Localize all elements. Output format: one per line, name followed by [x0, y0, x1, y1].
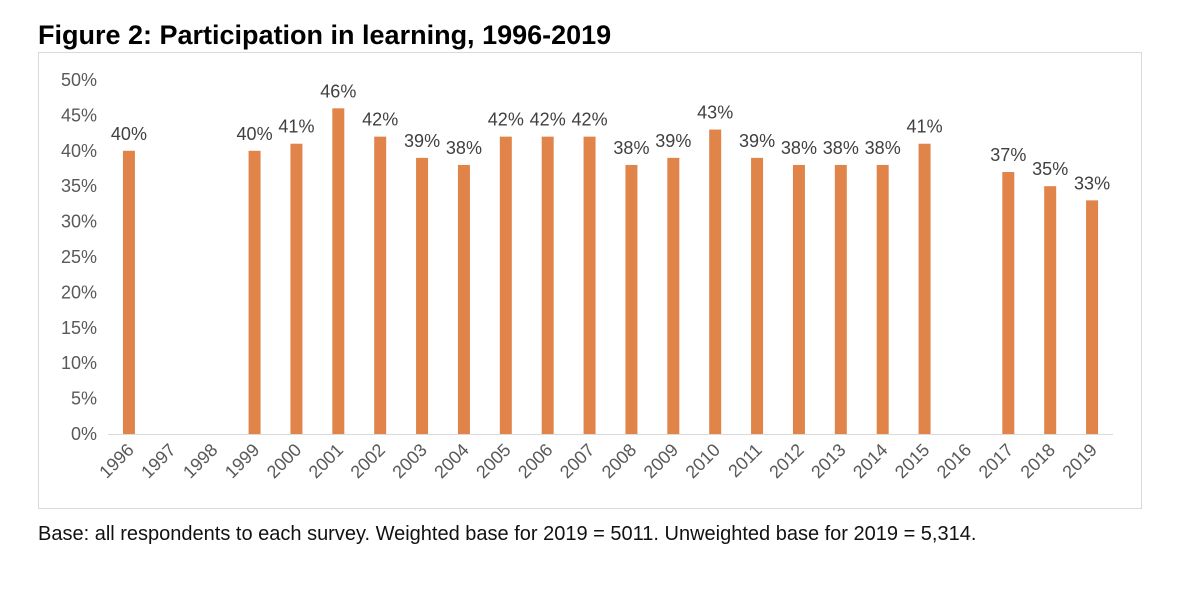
x-tick-label: 2010 [682, 440, 724, 482]
bar [751, 157, 764, 434]
x-tick-label: 2001 [305, 440, 347, 482]
x-tick-label: 2016 [933, 440, 975, 482]
x-tick-label: 2017 [975, 440, 1017, 482]
bar [625, 164, 638, 434]
x-tick-label: 2011 [724, 440, 766, 482]
bar [332, 108, 345, 434]
x-tick-label: 1999 [221, 440, 263, 482]
y-tick-label: 40% [61, 141, 97, 161]
y-tick-label: 5% [71, 389, 97, 409]
y-tick-label: 10% [61, 353, 97, 373]
x-tick-label: 2008 [598, 440, 640, 482]
x-tick-label: 2015 [891, 440, 933, 482]
figure-caption: Base: all respondents to each survey. We… [38, 523, 977, 545]
bar [541, 136, 554, 434]
x-tick-label: 2018 [1017, 440, 1059, 482]
data-label: 35% [1032, 159, 1068, 179]
data-label: 46% [320, 81, 356, 101]
bar [667, 157, 680, 434]
bar [583, 136, 596, 434]
bar [290, 143, 303, 434]
bar [122, 150, 135, 435]
data-label: 42% [362, 110, 398, 130]
data-label: 43% [697, 103, 733, 123]
x-tick-label: 2000 [263, 440, 305, 482]
bar [457, 164, 470, 434]
data-label: 42% [572, 110, 608, 130]
y-tick-label: 25% [61, 247, 97, 267]
x-tick-label: 2012 [765, 440, 807, 482]
bar [834, 164, 847, 434]
x-tick-label: 1996 [95, 440, 137, 482]
x-tick-label: 2005 [472, 440, 514, 482]
chart-title: Figure 2: Participation in learning, 199… [38, 20, 612, 50]
chart-area: 0% 5% 10% 15% 20% 25% 30% 35% 40% 45% 50% 40% 1996 19… [38, 52, 1142, 509]
data-label: 42% [488, 110, 524, 130]
x-tick-label: 2009 [640, 440, 682, 482]
bar [1002, 172, 1015, 434]
y-tick-label: 50% [61, 70, 97, 90]
data-label: 39% [739, 131, 775, 151]
data-label: 38% [446, 138, 482, 158]
x-tick-label: 2006 [514, 440, 556, 482]
y-tick-label: 20% [61, 282, 97, 302]
y-tick-label: 45% [61, 105, 97, 125]
bar [374, 136, 387, 434]
bar [416, 157, 429, 434]
bar [709, 129, 722, 434]
data-label: 42% [530, 110, 566, 130]
bar [1044, 186, 1057, 434]
x-tick-label: 2013 [807, 440, 849, 482]
x-tick-label: 1998 [179, 440, 221, 482]
bar [792, 164, 805, 434]
data-label: 38% [613, 138, 649, 158]
data-label: 39% [655, 131, 691, 151]
x-tick-label: 2004 [430, 440, 472, 482]
y-tick-label: 15% [61, 318, 97, 338]
data-label: 38% [823, 138, 859, 158]
data-label: 40% [111, 124, 147, 144]
bar-chart: 0%5%10%15%20%25%30%35%40%45%50%40%1996 19… [61, 70, 1113, 482]
bar [499, 136, 512, 434]
data-label: 38% [781, 138, 817, 158]
bar [1086, 200, 1099, 434]
y-tick-label: 35% [61, 176, 97, 196]
y-tick-label: 30% [61, 212, 97, 232]
data-label: 41% [278, 117, 314, 137]
data-label: 37% [990, 145, 1026, 165]
bar [918, 143, 931, 434]
x-tick-label: 2002 [347, 440, 389, 482]
y-tick-label: 0% [71, 424, 97, 444]
data-label: 41% [907, 117, 943, 137]
data-label: 38% [865, 138, 901, 158]
x-tick-label: 2019 [1058, 440, 1100, 482]
x-tick-label: 1997 [137, 440, 179, 482]
data-label: 40% [237, 124, 273, 144]
bar [248, 150, 261, 435]
x-tick-label: 2007 [556, 440, 598, 482]
data-label: 39% [404, 131, 440, 151]
x-tick-label: 2003 [388, 440, 430, 482]
x-tick-label: 2014 [849, 440, 891, 482]
data-label: 33% [1074, 173, 1110, 193]
bar [876, 164, 889, 434]
